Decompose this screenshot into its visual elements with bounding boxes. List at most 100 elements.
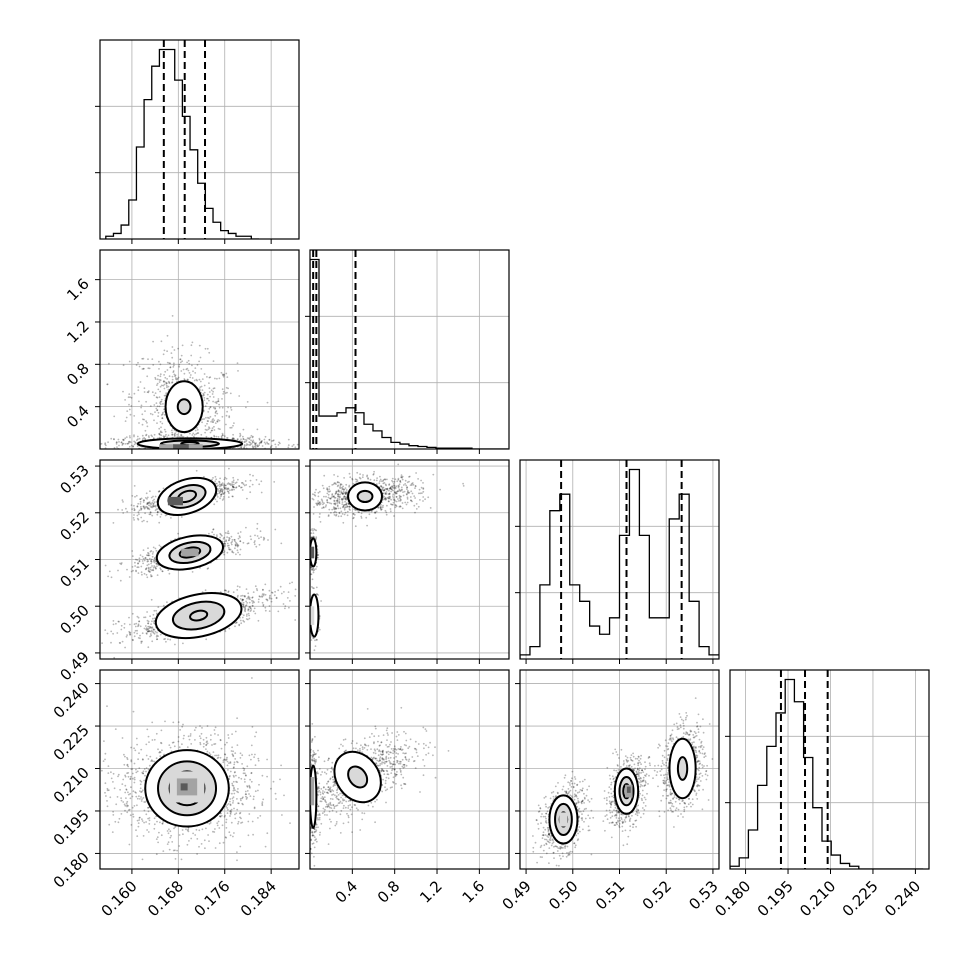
sample-point <box>109 571 111 573</box>
sample-point <box>152 414 154 416</box>
sample-point <box>328 509 330 511</box>
sample-point <box>202 450 204 452</box>
sample-point <box>138 572 140 574</box>
sample-point <box>366 525 368 527</box>
sample-point <box>207 394 209 396</box>
sample-point <box>144 560 146 562</box>
sample-point <box>147 426 149 428</box>
sample-point <box>227 407 229 409</box>
sample-point <box>244 485 246 487</box>
sample-point <box>142 424 144 426</box>
sample-point <box>412 493 414 495</box>
sample-point <box>247 592 249 594</box>
sample-point <box>133 441 135 443</box>
sample-point <box>226 488 228 490</box>
sample-point <box>184 373 186 375</box>
sample-point <box>159 567 161 569</box>
sample-point <box>149 636 151 638</box>
sample-point <box>173 364 175 366</box>
sample-point <box>105 565 107 567</box>
sample-point <box>157 397 159 399</box>
sample-point <box>133 508 135 510</box>
sample-point <box>208 352 210 354</box>
sample-point <box>337 485 339 487</box>
sample-point <box>365 517 367 519</box>
sample-point <box>146 564 148 566</box>
sample-point <box>294 595 296 597</box>
sample-point <box>235 544 237 546</box>
sample-point <box>349 473 351 475</box>
sample-point <box>263 604 265 606</box>
sample-point <box>249 602 251 604</box>
sample-point <box>125 508 127 510</box>
sample-point <box>202 464 204 466</box>
sample-point <box>154 411 156 413</box>
sample-point <box>150 405 152 407</box>
sample-point <box>136 364 138 366</box>
sample-point <box>319 491 321 493</box>
sample-point <box>331 494 333 496</box>
sample-point <box>146 521 148 523</box>
sample-point <box>353 517 355 519</box>
sample-point <box>147 367 149 369</box>
sample-point <box>153 503 155 505</box>
sample-point <box>154 377 156 379</box>
sample-point <box>252 475 254 477</box>
sample-point <box>154 434 156 436</box>
sample-point <box>188 363 190 365</box>
sample-point <box>223 537 225 539</box>
sample-point <box>406 486 408 488</box>
sample-point <box>359 586 361 588</box>
sample-point <box>217 496 219 498</box>
sample-point <box>150 550 152 552</box>
sample-point <box>141 358 143 360</box>
sample-point <box>153 614 155 616</box>
sample-point <box>144 410 146 412</box>
sample-point <box>211 479 213 481</box>
sample-point <box>147 561 149 563</box>
sample-point <box>288 591 290 593</box>
sample-point <box>217 419 219 421</box>
sample-point <box>124 443 126 445</box>
sample-point <box>219 378 221 380</box>
sample-point <box>134 565 136 567</box>
sample-point <box>262 589 264 591</box>
sample-point <box>303 496 305 498</box>
sample-point <box>401 489 403 491</box>
sample-point <box>153 404 155 406</box>
sample-point <box>274 591 276 593</box>
sample-point <box>251 600 253 602</box>
sample-point <box>151 559 153 561</box>
sample-point <box>112 633 114 635</box>
sample-point <box>376 480 378 482</box>
sample-point <box>140 554 142 556</box>
sample-point <box>140 506 142 508</box>
sample-point <box>380 485 382 487</box>
sample-point <box>228 628 230 630</box>
sample-point <box>304 506 306 508</box>
sample-point <box>205 405 207 407</box>
sample-point <box>337 508 339 510</box>
sample-point <box>269 595 271 597</box>
sample-point <box>402 479 404 481</box>
sample-point <box>253 610 255 612</box>
sample-point <box>213 534 215 536</box>
sample-point <box>151 497 153 499</box>
sample-point <box>216 378 218 380</box>
sample-point <box>410 484 412 486</box>
sample-point <box>345 484 347 486</box>
sample-point <box>207 420 209 422</box>
sample-point <box>203 397 205 399</box>
sample-point <box>392 495 394 497</box>
sample-point <box>214 378 216 380</box>
sample-point <box>147 646 149 648</box>
sample-point <box>124 647 126 649</box>
sample-point <box>271 598 273 600</box>
sample-point <box>257 445 259 447</box>
sample-point <box>358 511 360 513</box>
sample-point <box>375 512 377 514</box>
sample-point <box>224 550 226 552</box>
sample-point <box>154 558 156 560</box>
sample-point <box>305 516 307 518</box>
sample-point <box>349 476 351 478</box>
